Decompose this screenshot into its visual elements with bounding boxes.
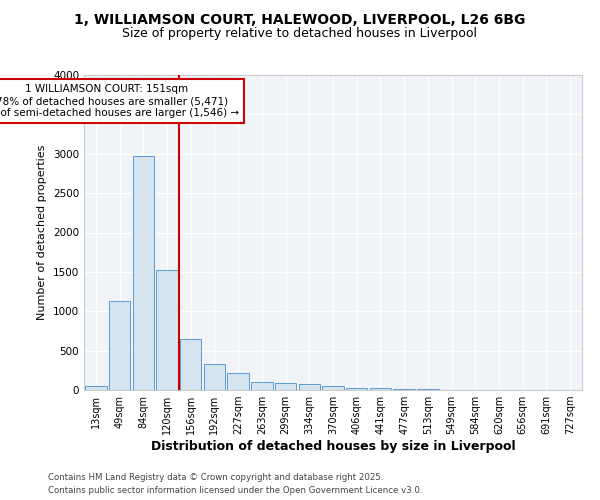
Bar: [394, 389, 415, 390]
Text: 1, WILLIAMSON COURT, HALEWOOD, LIVERPOOL, L26 6BG: 1, WILLIAMSON COURT, HALEWOOD, LIVERPOOL…: [74, 12, 526, 26]
Bar: [227, 374, 249, 390]
Bar: [133, 156, 154, 390]
Text: Contains HM Land Registry data © Crown copyright and database right 2025.: Contains HM Land Registry data © Crown c…: [48, 472, 383, 482]
Bar: [109, 301, 130, 390]
Bar: [180, 339, 202, 390]
Bar: [157, 270, 178, 390]
Text: Contains public sector information licensed under the Open Government Licence v3: Contains public sector information licen…: [48, 486, 422, 495]
Text: Size of property relative to detached houses in Liverpool: Size of property relative to detached ho…: [122, 28, 478, 40]
Y-axis label: Number of detached properties: Number of detached properties: [37, 145, 47, 320]
Text: 1 WILLIAMSON COURT: 151sqm
← 78% of detached houses are smaller (5,471)
22% of s: 1 WILLIAMSON COURT: 151sqm ← 78% of deta…: [0, 84, 239, 117]
Bar: [85, 386, 107, 390]
X-axis label: Distribution of detached houses by size in Liverpool: Distribution of detached houses by size …: [151, 440, 515, 453]
Bar: [251, 382, 272, 390]
Bar: [322, 386, 344, 390]
Bar: [299, 384, 320, 390]
Bar: [346, 388, 367, 390]
Bar: [275, 382, 296, 390]
Bar: [204, 364, 225, 390]
Bar: [370, 388, 391, 390]
